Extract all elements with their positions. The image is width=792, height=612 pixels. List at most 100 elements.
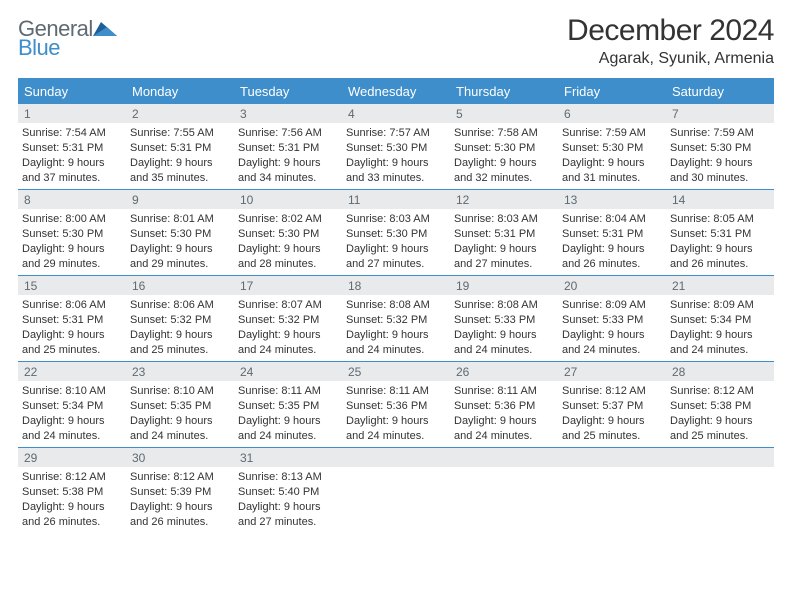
month-title: December 2024: [567, 14, 774, 48]
day-header: Wednesday: [342, 79, 450, 104]
title-block: December 2024 Agarak, Syunik, Armenia: [567, 14, 774, 68]
calendar-day-cell: 2Sunrise: 7:55 AMSunset: 5:31 PMDaylight…: [126, 104, 234, 190]
day-details: Sunrise: 8:11 AMSunset: 5:35 PMDaylight:…: [234, 381, 342, 445]
day-details: Sunrise: 8:12 AMSunset: 5:37 PMDaylight:…: [558, 381, 666, 445]
day-details: Sunrise: 8:05 AMSunset: 5:31 PMDaylight:…: [666, 209, 774, 273]
day-details: Sunrise: 8:12 AMSunset: 5:38 PMDaylight:…: [18, 467, 126, 531]
day-number: 16: [126, 276, 234, 295]
calendar-day-cell: 9Sunrise: 8:01 AMSunset: 5:30 PMDaylight…: [126, 190, 234, 276]
day-details: Sunrise: 8:10 AMSunset: 5:35 PMDaylight:…: [126, 381, 234, 445]
calendar-day-cell: 27Sunrise: 8:12 AMSunset: 5:37 PMDayligh…: [558, 362, 666, 448]
calendar-day-cell: 10Sunrise: 8:02 AMSunset: 5:30 PMDayligh…: [234, 190, 342, 276]
calendar-day-cell: 19Sunrise: 8:08 AMSunset: 5:33 PMDayligh…: [450, 276, 558, 362]
logo: General Blue: [18, 14, 119, 59]
day-number: 1: [18, 104, 126, 123]
logo-word-blue: Blue: [18, 37, 93, 59]
day-number: 25: [342, 362, 450, 381]
calendar-day-cell: 29Sunrise: 8:12 AMSunset: 5:38 PMDayligh…: [18, 448, 126, 534]
day-number: 23: [126, 362, 234, 381]
day-number: [450, 448, 558, 467]
day-number: 14: [666, 190, 774, 209]
day-number: 5: [450, 104, 558, 123]
day-number: 27: [558, 362, 666, 381]
day-number: 7: [666, 104, 774, 123]
day-details: Sunrise: 8:07 AMSunset: 5:32 PMDaylight:…: [234, 295, 342, 359]
day-details: Sunrise: 8:01 AMSunset: 5:30 PMDaylight:…: [126, 209, 234, 273]
day-number: 30: [126, 448, 234, 467]
calendar-day-cell: 3Sunrise: 7:56 AMSunset: 5:31 PMDaylight…: [234, 104, 342, 190]
day-header: Tuesday: [234, 79, 342, 104]
day-header: Sunday: [18, 79, 126, 104]
calendar-day-cell: 14Sunrise: 8:05 AMSunset: 5:31 PMDayligh…: [666, 190, 774, 276]
day-details: Sunrise: 7:55 AMSunset: 5:31 PMDaylight:…: [126, 123, 234, 187]
day-details: Sunrise: 7:56 AMSunset: 5:31 PMDaylight:…: [234, 123, 342, 187]
day-header: Friday: [558, 79, 666, 104]
day-details: Sunrise: 8:06 AMSunset: 5:32 PMDaylight:…: [126, 295, 234, 359]
day-number: 3: [234, 104, 342, 123]
calendar-day-cell: 11Sunrise: 8:03 AMSunset: 5:30 PMDayligh…: [342, 190, 450, 276]
day-number: 19: [450, 276, 558, 295]
day-number: 4: [342, 104, 450, 123]
day-header: Thursday: [450, 79, 558, 104]
calendar-day-cell: 25Sunrise: 8:11 AMSunset: 5:36 PMDayligh…: [342, 362, 450, 448]
day-number: 12: [450, 190, 558, 209]
day-details: Sunrise: 7:59 AMSunset: 5:30 PMDaylight:…: [666, 123, 774, 187]
day-number: 22: [18, 362, 126, 381]
day-number: 11: [342, 190, 450, 209]
day-number: 28: [666, 362, 774, 381]
calendar-week: 15Sunrise: 8:06 AMSunset: 5:31 PMDayligh…: [18, 276, 774, 362]
calendar-week: 8Sunrise: 8:00 AMSunset: 5:30 PMDaylight…: [18, 190, 774, 276]
calendar-day-cell: 30Sunrise: 8:12 AMSunset: 5:39 PMDayligh…: [126, 448, 234, 534]
day-number: 20: [558, 276, 666, 295]
day-number: 9: [126, 190, 234, 209]
day-number: 29: [18, 448, 126, 467]
day-number: 21: [666, 276, 774, 295]
calendar-day-cell: 20Sunrise: 8:09 AMSunset: 5:33 PMDayligh…: [558, 276, 666, 362]
logo-text: General Blue: [18, 18, 93, 59]
day-number: 10: [234, 190, 342, 209]
day-details: Sunrise: 7:59 AMSunset: 5:30 PMDaylight:…: [558, 123, 666, 187]
day-details: Sunrise: 8:13 AMSunset: 5:40 PMDaylight:…: [234, 467, 342, 531]
calendar-week: 22Sunrise: 8:10 AMSunset: 5:34 PMDayligh…: [18, 362, 774, 448]
day-details: Sunrise: 8:03 AMSunset: 5:31 PMDaylight:…: [450, 209, 558, 273]
day-details: Sunrise: 8:12 AMSunset: 5:38 PMDaylight:…: [666, 381, 774, 445]
day-details: Sunrise: 8:08 AMSunset: 5:32 PMDaylight:…: [342, 295, 450, 359]
location: Agarak, Syunik, Armenia: [567, 50, 774, 68]
day-number: [342, 448, 450, 467]
calendar-day-cell: 18Sunrise: 8:08 AMSunset: 5:32 PMDayligh…: [342, 276, 450, 362]
day-details: Sunrise: 8:04 AMSunset: 5:31 PMDaylight:…: [558, 209, 666, 273]
logo-mark-icon: [93, 20, 119, 47]
day-details: Sunrise: 8:00 AMSunset: 5:30 PMDaylight:…: [18, 209, 126, 273]
day-number: 17: [234, 276, 342, 295]
day-details: Sunrise: 7:58 AMSunset: 5:30 PMDaylight:…: [450, 123, 558, 187]
day-details: Sunrise: 8:03 AMSunset: 5:30 PMDaylight:…: [342, 209, 450, 273]
day-number: 8: [18, 190, 126, 209]
day-details: Sunrise: 8:10 AMSunset: 5:34 PMDaylight:…: [18, 381, 126, 445]
calendar-day-cell: 22Sunrise: 8:10 AMSunset: 5:34 PMDayligh…: [18, 362, 126, 448]
day-details: Sunrise: 8:11 AMSunset: 5:36 PMDaylight:…: [450, 381, 558, 445]
calendar-day-cell: 21Sunrise: 8:09 AMSunset: 5:34 PMDayligh…: [666, 276, 774, 362]
day-details: Sunrise: 8:02 AMSunset: 5:30 PMDaylight:…: [234, 209, 342, 273]
day-details: Sunrise: 7:57 AMSunset: 5:30 PMDaylight:…: [342, 123, 450, 187]
day-details: Sunrise: 8:06 AMSunset: 5:31 PMDaylight:…: [18, 295, 126, 359]
calendar-table: SundayMondayTuesdayWednesdayThursdayFrid…: [18, 78, 774, 534]
day-header: Monday: [126, 79, 234, 104]
calendar-day-cell: [342, 448, 450, 534]
day-number: 31: [234, 448, 342, 467]
day-number: 15: [18, 276, 126, 295]
calendar-day-cell: 23Sunrise: 8:10 AMSunset: 5:35 PMDayligh…: [126, 362, 234, 448]
day-details: Sunrise: 8:08 AMSunset: 5:33 PMDaylight:…: [450, 295, 558, 359]
calendar-week: 29Sunrise: 8:12 AMSunset: 5:38 PMDayligh…: [18, 448, 774, 534]
day-number: [558, 448, 666, 467]
calendar-day-cell: 13Sunrise: 8:04 AMSunset: 5:31 PMDayligh…: [558, 190, 666, 276]
day-number: 13: [558, 190, 666, 209]
calendar-day-cell: 6Sunrise: 7:59 AMSunset: 5:30 PMDaylight…: [558, 104, 666, 190]
day-number: 2: [126, 104, 234, 123]
day-details: Sunrise: 8:11 AMSunset: 5:36 PMDaylight:…: [342, 381, 450, 445]
calendar-day-cell: 4Sunrise: 7:57 AMSunset: 5:30 PMDaylight…: [342, 104, 450, 190]
day-details: Sunrise: 8:12 AMSunset: 5:39 PMDaylight:…: [126, 467, 234, 531]
calendar-header-row: SundayMondayTuesdayWednesdayThursdayFrid…: [18, 79, 774, 104]
calendar-day-cell: 26Sunrise: 8:11 AMSunset: 5:36 PMDayligh…: [450, 362, 558, 448]
header: General Blue December 2024 Agarak, Syuni…: [18, 14, 774, 68]
calendar-day-cell: 16Sunrise: 8:06 AMSunset: 5:32 PMDayligh…: [126, 276, 234, 362]
